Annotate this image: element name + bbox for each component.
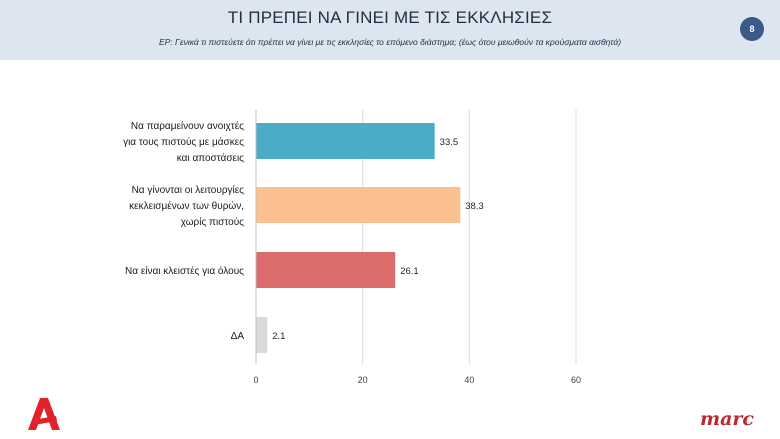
data-label: 26.1 bbox=[400, 266, 419, 277]
x-tick-label: 20 bbox=[358, 375, 368, 385]
category-label: Να είναι κλειστές για όλους bbox=[125, 265, 244, 277]
bar bbox=[256, 123, 435, 159]
marc-logo: marc bbox=[700, 408, 754, 430]
page-number-badge: 8 bbox=[740, 17, 764, 41]
data-label: 38.3 bbox=[465, 201, 484, 212]
bar bbox=[256, 252, 396, 288]
question-subtitle: ΕΡ: Γενικά τι πιστεύετε ότι πρέπει να γί… bbox=[158, 37, 622, 47]
data-label: 2.1 bbox=[272, 331, 285, 342]
bar bbox=[256, 317, 268, 353]
x-tick-label: 40 bbox=[464, 375, 474, 385]
page-title: ΤΙ ΠΡΕΠΕΙ ΝΑ ΓΙΝΕΙ ΜΕ ΤΙΣ ΕΚΚΛΗΣΙΕΣ bbox=[227, 8, 553, 27]
x-tick-label: 60 bbox=[571, 375, 581, 385]
category-label: ΔΑ bbox=[231, 331, 245, 342]
data-label: 33.5 bbox=[440, 137, 459, 148]
bar bbox=[256, 187, 461, 223]
category-label: Να παραμείνουν ανοιχτές για τους πιστούς … bbox=[123, 120, 244, 164]
header-bar: ΤΙ ΠΡΕΠΕΙ ΝΑ ΓΙΝΕΙ ΜΕ ΤΙΣ ΕΚΚΛΗΣΙΕΣ ΕΡ: … bbox=[0, 0, 780, 60]
category-label: Να γίνονται οι λειτουργίες κεκλεισμένων τ… bbox=[129, 184, 244, 228]
alpha-logo bbox=[28, 398, 60, 430]
x-tick-label: 0 bbox=[253, 375, 258, 385]
